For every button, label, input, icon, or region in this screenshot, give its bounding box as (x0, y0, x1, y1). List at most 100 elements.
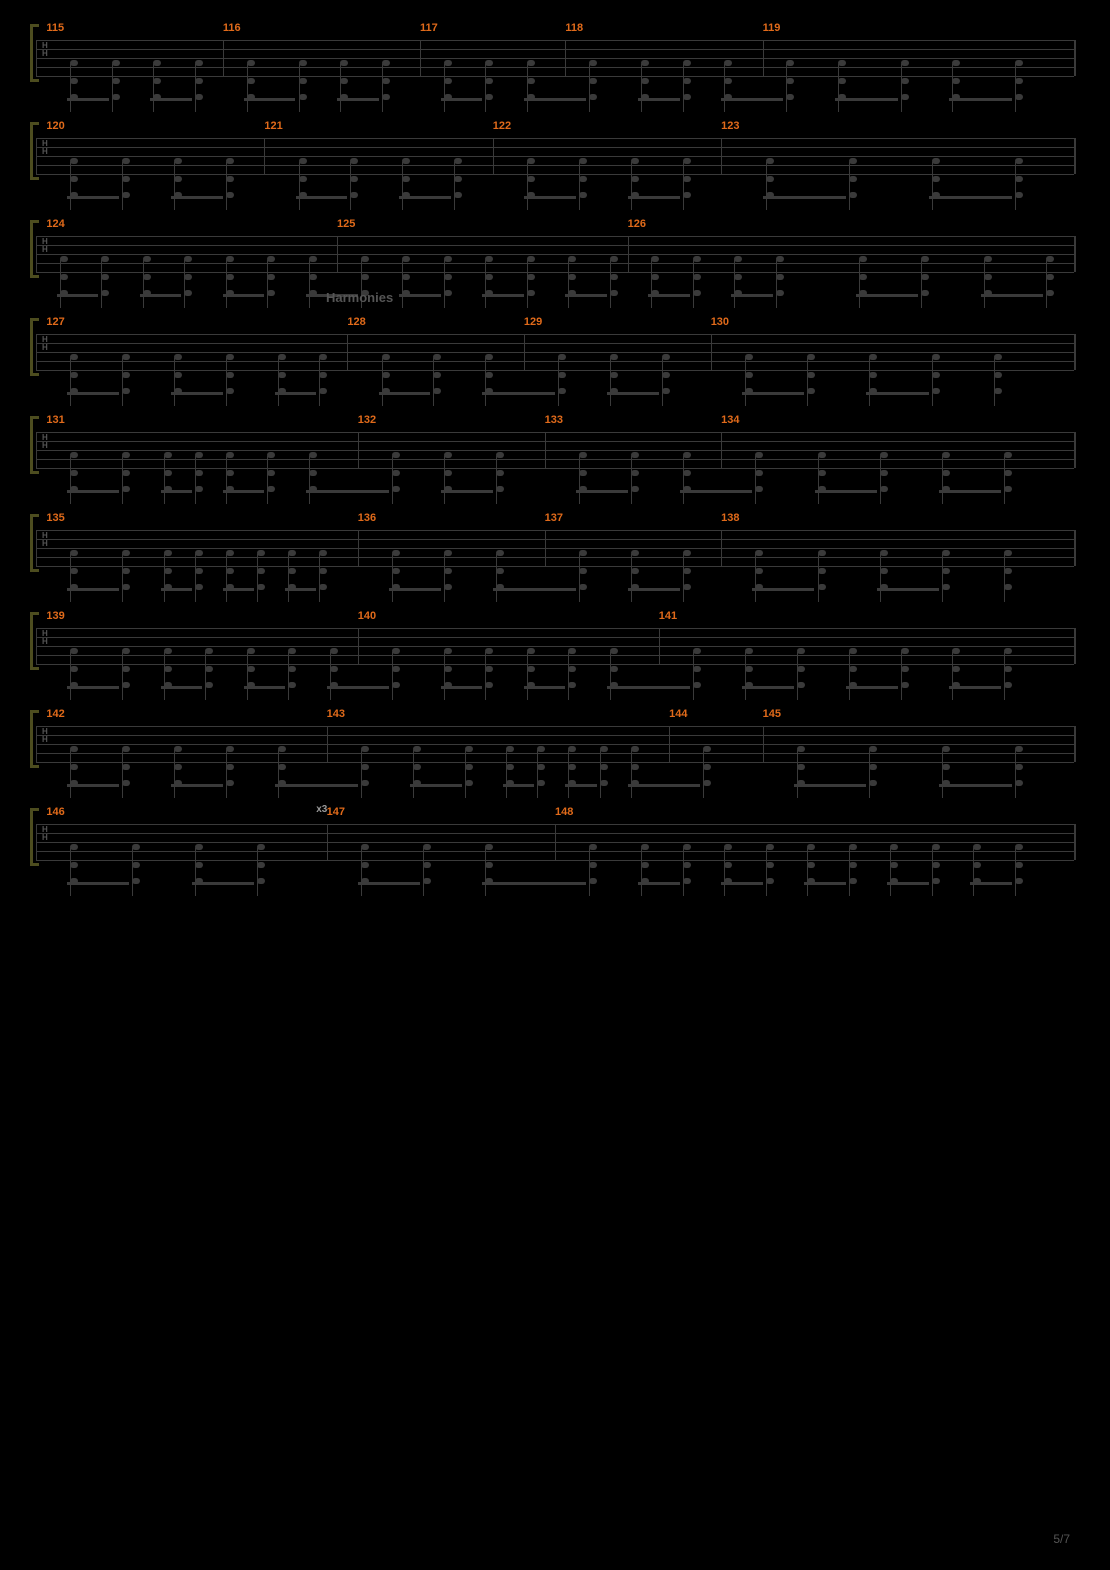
note-beam (970, 882, 1012, 885)
notes-layer (36, 824, 1074, 930)
notehead (818, 584, 826, 590)
notehead (392, 550, 400, 556)
note-beam (856, 294, 918, 297)
notes-layer (36, 138, 1074, 244)
note-stem (382, 358, 383, 406)
note-stem (568, 260, 569, 308)
note-beam (358, 882, 420, 885)
note-beam (815, 490, 877, 493)
notehead (683, 192, 691, 198)
notehead (1015, 78, 1023, 84)
notehead (195, 584, 203, 590)
note-beam (565, 784, 596, 787)
note-stem (1004, 652, 1005, 700)
notehead (807, 354, 815, 360)
notehead (527, 158, 535, 164)
notehead (610, 666, 618, 672)
notehead (70, 666, 78, 672)
notehead (631, 550, 639, 556)
notehead (859, 256, 867, 262)
notehead (319, 388, 327, 394)
notehead (1046, 274, 1054, 280)
notehead (402, 256, 410, 262)
notehead (423, 878, 431, 884)
notehead (651, 274, 659, 280)
note-stem (465, 750, 466, 798)
notehead (496, 486, 504, 492)
note-beam (638, 882, 680, 885)
note-stem (330, 652, 331, 700)
note-stem (350, 162, 351, 210)
measure-number: 146 (46, 806, 64, 818)
notehead (122, 550, 130, 556)
notehead (153, 60, 161, 66)
notehead (267, 470, 275, 476)
notehead (70, 764, 78, 770)
note-stem (267, 456, 268, 504)
notehead (1004, 486, 1012, 492)
notehead (444, 648, 452, 654)
notehead (818, 470, 826, 476)
note-stem (101, 260, 102, 308)
notehead (610, 372, 618, 378)
notehead (433, 372, 441, 378)
notehead (350, 158, 358, 164)
note-stem (818, 456, 819, 504)
notehead (485, 274, 493, 280)
notehead (174, 764, 182, 770)
note-beam (638, 98, 680, 101)
notehead (122, 682, 130, 688)
note-stem (558, 358, 559, 406)
notehead (101, 274, 109, 280)
note-stem (226, 162, 227, 210)
note-stem (112, 64, 113, 112)
notehead (797, 764, 805, 770)
notehead (122, 470, 130, 476)
notehead (1015, 764, 1023, 770)
notehead (122, 764, 130, 770)
notehead (122, 780, 130, 786)
notehead (901, 60, 909, 66)
note-stem (70, 162, 71, 210)
notehead (662, 372, 670, 378)
notehead (444, 470, 452, 476)
notehead (1015, 158, 1023, 164)
notehead (766, 158, 774, 164)
notehead (309, 452, 317, 458)
notehead (278, 746, 286, 752)
notehead (683, 60, 691, 66)
note-beam (399, 294, 441, 297)
note-beam (296, 196, 348, 199)
note-stem (932, 848, 933, 896)
measure-number: 117 (420, 22, 438, 34)
notehead (797, 746, 805, 752)
note-stem (631, 162, 632, 210)
notehead (527, 176, 535, 182)
notehead (361, 844, 369, 850)
note-stem (309, 456, 310, 504)
note-stem (568, 750, 569, 798)
notehead (226, 764, 234, 770)
staff: HH131132133134 (36, 432, 1074, 468)
note-stem (60, 260, 61, 308)
notehead (797, 682, 805, 688)
notehead (288, 648, 296, 654)
note-stem (703, 750, 704, 798)
note-beam (57, 294, 99, 297)
note-stem (392, 554, 393, 602)
note-stem (122, 750, 123, 798)
notehead (226, 452, 234, 458)
notehead (382, 354, 390, 360)
notehead (195, 862, 203, 868)
notehead (267, 290, 275, 296)
barline (1074, 726, 1076, 762)
notehead (755, 470, 763, 476)
barline (1074, 40, 1076, 76)
note-beam (503, 784, 534, 787)
notehead (600, 764, 608, 770)
notehead (589, 78, 597, 84)
notehead (776, 290, 784, 296)
notehead (527, 666, 535, 672)
notehead (683, 878, 691, 884)
notehead (921, 290, 929, 296)
